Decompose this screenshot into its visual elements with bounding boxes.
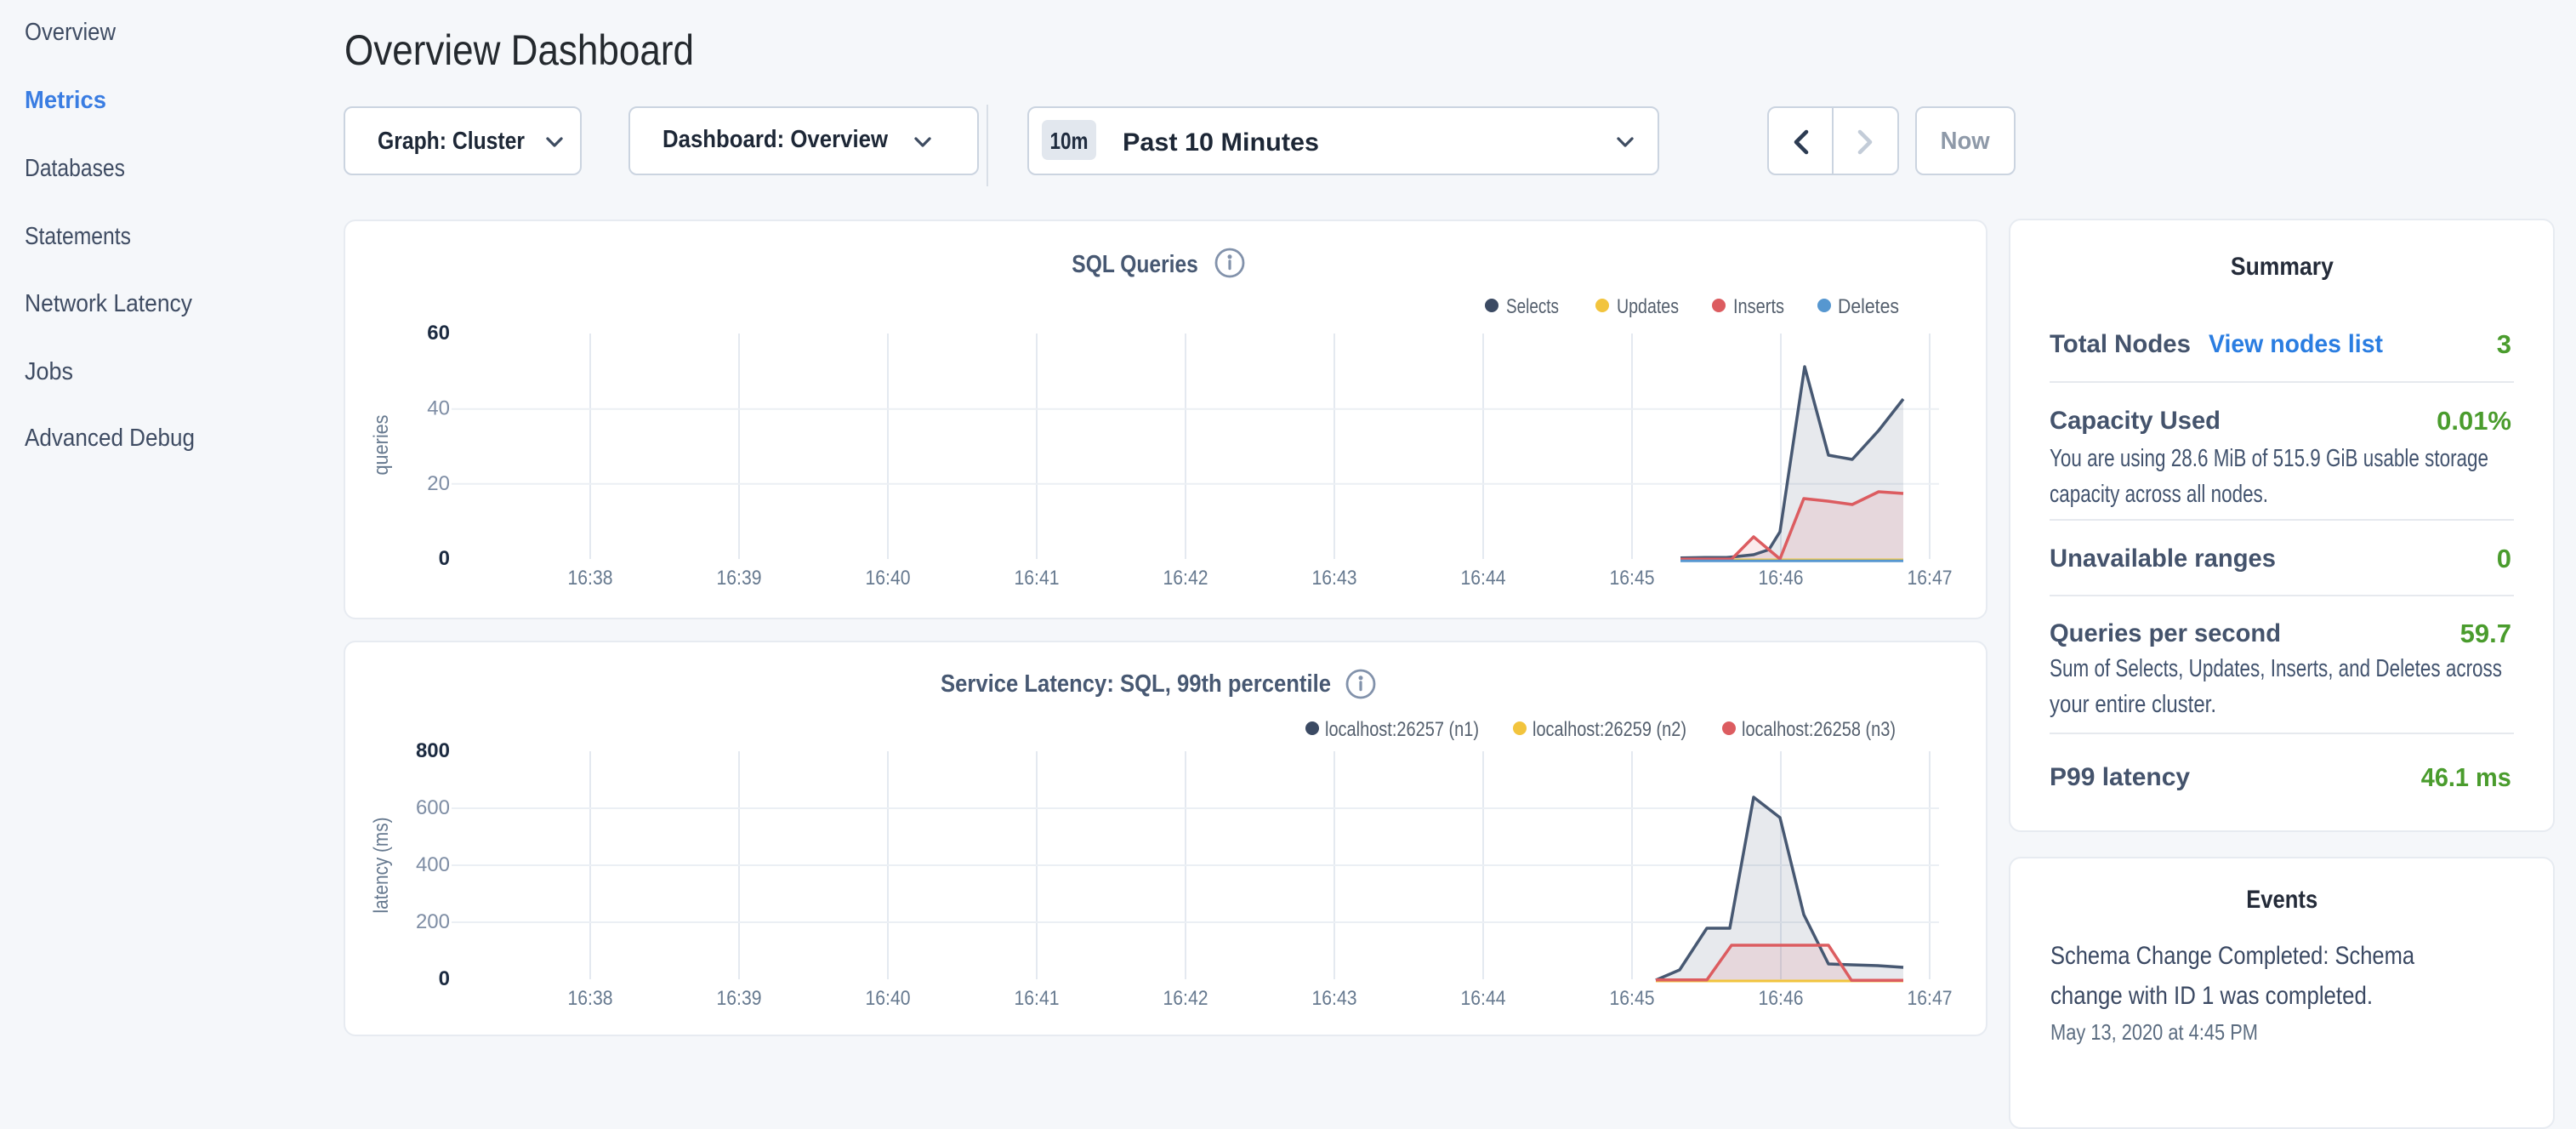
svg-text:400: 400 (416, 853, 450, 876)
svg-text:16:45: 16:45 (1610, 567, 1655, 590)
svg-text:16:39: 16:39 (717, 567, 762, 590)
svg-text:16:38: 16:38 (568, 567, 613, 590)
svg-text:latency (ms): latency (ms) (370, 818, 393, 914)
svg-text:0: 0 (439, 547, 450, 570)
svg-text:16:42: 16:42 (1163, 987, 1208, 1010)
svg-text:60: 60 (427, 322, 450, 345)
svg-text:16:40: 16:40 (866, 987, 911, 1010)
svg-text:600: 600 (416, 796, 450, 819)
svg-text:16:39: 16:39 (717, 987, 762, 1010)
svg-text:16:47: 16:47 (1908, 567, 1953, 590)
svg-text:16:43: 16:43 (1312, 987, 1357, 1010)
svg-text:16:46: 16:46 (1759, 987, 1804, 1010)
svg-text:16:42: 16:42 (1163, 567, 1208, 590)
svg-text:queries: queries (370, 415, 393, 476)
svg-text:16:46: 16:46 (1759, 567, 1804, 590)
svg-text:0: 0 (439, 967, 450, 990)
svg-text:800: 800 (416, 739, 450, 762)
svg-text:16:38: 16:38 (568, 987, 613, 1010)
svg-text:200: 200 (416, 910, 450, 933)
svg-text:20: 20 (427, 472, 450, 495)
svg-text:16:43: 16:43 (1312, 567, 1357, 590)
svg-text:16:47: 16:47 (1908, 987, 1953, 1010)
svg-text:16:40: 16:40 (866, 567, 911, 590)
svg-text:40: 40 (427, 397, 450, 420)
svg-text:16:44: 16:44 (1461, 987, 1506, 1010)
svg-text:16:41: 16:41 (1015, 567, 1060, 590)
svg-text:16:44: 16:44 (1461, 567, 1506, 590)
svg-text:16:45: 16:45 (1610, 987, 1655, 1010)
svg-text:16:41: 16:41 (1015, 987, 1060, 1010)
